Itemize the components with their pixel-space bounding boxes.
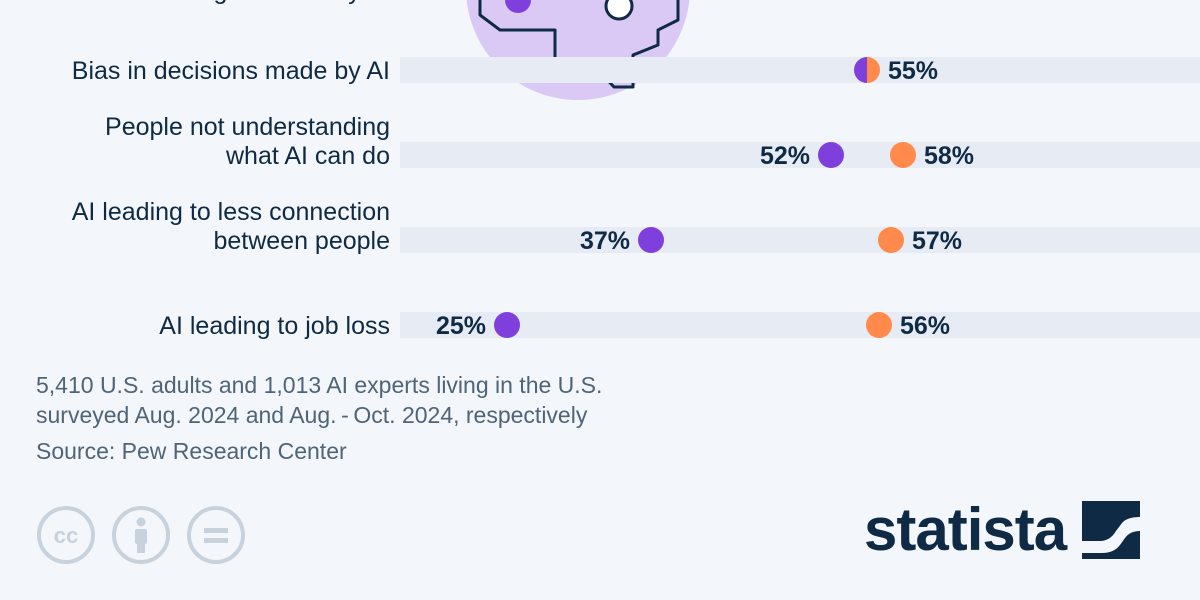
survey-note: 5,410 U.S. adults and 1,013 AI experts l… (36, 370, 736, 430)
row-label: AI leading to job loss (159, 312, 390, 340)
row-band (400, 57, 1200, 83)
row-label: People not understanding (105, 113, 390, 141)
license-icons: cc (36, 505, 246, 565)
ai-experts-dot (878, 227, 904, 253)
survey-note-line-2: surveyed Aug. 2024 and Aug. - Oct. 2024,… (36, 402, 588, 428)
ai-experts-value-label: 58% (924, 142, 974, 170)
row-label: AI leading to less connection (72, 198, 390, 226)
ai-head-illustration (466, 0, 690, 100)
row-label: being misused by AI (166, 0, 390, 5)
ai-experts-value-label: 55% (888, 57, 938, 85)
attribution-icon[interactable] (111, 505, 171, 565)
us-adults-dot (818, 142, 844, 168)
row-label: what AI can do (225, 142, 390, 170)
svg-text:cc: cc (54, 523, 78, 548)
ai-experts-dot (867, 57, 880, 83)
us-adults-value-label: 52% (760, 142, 810, 170)
us-adults-dot (638, 227, 664, 253)
us-adults-value-label: 25% (436, 312, 486, 340)
ai-experts-dot (866, 312, 892, 338)
us-adults-value-label: 37% (580, 227, 630, 255)
row-band (400, 227, 1200, 253)
dot-plot-chart: being misused by AI Bias in decisions mad… (72, 0, 1200, 340)
row-bands (400, 57, 1200, 338)
cc-icon[interactable]: cc (36, 505, 96, 565)
survey-note-line-1: 5,410 U.S. adults and 1,013 AI experts l… (36, 372, 603, 398)
ai-experts-dot (890, 142, 916, 168)
row-band (400, 142, 1200, 168)
ai-experts-value-label: 56% (900, 312, 950, 340)
us-adults-dot (854, 57, 867, 83)
value-labels: 55% 52% 58% 37% 57% 25% 56% (436, 57, 974, 340)
dot-markers (494, 57, 916, 338)
statista-logo-icon (1082, 501, 1141, 559)
statista-wordmark: statista (864, 496, 1067, 563)
row-label: Bias in decisions made by AI (72, 57, 390, 85)
us-adults-dot (494, 312, 520, 338)
statista-logo[interactable]: statista (864, 496, 1141, 563)
row-labels: being misused by AI Bias in decisions mad… (72, 0, 390, 340)
row-band (400, 312, 1200, 338)
row-label: between people (213, 227, 390, 255)
source-text: Source: Pew Research Center (36, 438, 347, 464)
ai-experts-value-label: 57% (912, 227, 962, 255)
no-derivatives-icon[interactable] (186, 505, 246, 565)
